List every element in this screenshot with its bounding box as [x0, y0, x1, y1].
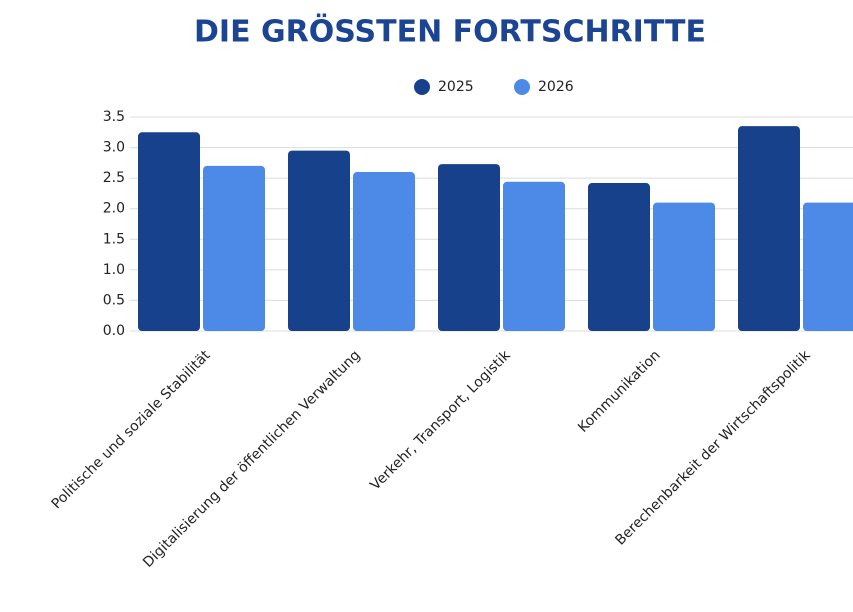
- bar: [203, 165, 265, 331]
- x-tick-label: Kommunikation: [575, 347, 664, 436]
- bar: [438, 164, 500, 331]
- y-tick-label: 3.5: [103, 109, 125, 125]
- x-tick-label: Politische und soziale Stabilität: [49, 347, 214, 512]
- legend-marker: [414, 79, 430, 95]
- legend-label: 2025: [438, 79, 474, 95]
- y-tick-label: 2.0: [103, 201, 125, 217]
- y-tick-label: 0.0: [103, 323, 125, 339]
- bar: [588, 183, 650, 331]
- y-tick-label: 1.5: [103, 231, 125, 247]
- bar: [803, 202, 853, 331]
- y-tick-label: 1.0: [103, 262, 125, 278]
- bar: [653, 202, 715, 331]
- chart-title: DIE GRÖSSTEN FORTSCHRITTE: [194, 13, 706, 50]
- legend-label: 2026: [538, 79, 574, 95]
- bar: [503, 181, 565, 331]
- y-tick-label: 2.5: [103, 170, 125, 186]
- legend-marker: [514, 79, 530, 95]
- y-tick-label: 3.0: [103, 140, 125, 156]
- y-tick-label: 0.5: [103, 292, 125, 308]
- bar: [738, 126, 800, 332]
- bar: [138, 132, 200, 331]
- x-tick-label: Verkehr, Transport, Logistik: [367, 347, 514, 494]
- bar: [353, 172, 415, 331]
- bar: [288, 150, 350, 331]
